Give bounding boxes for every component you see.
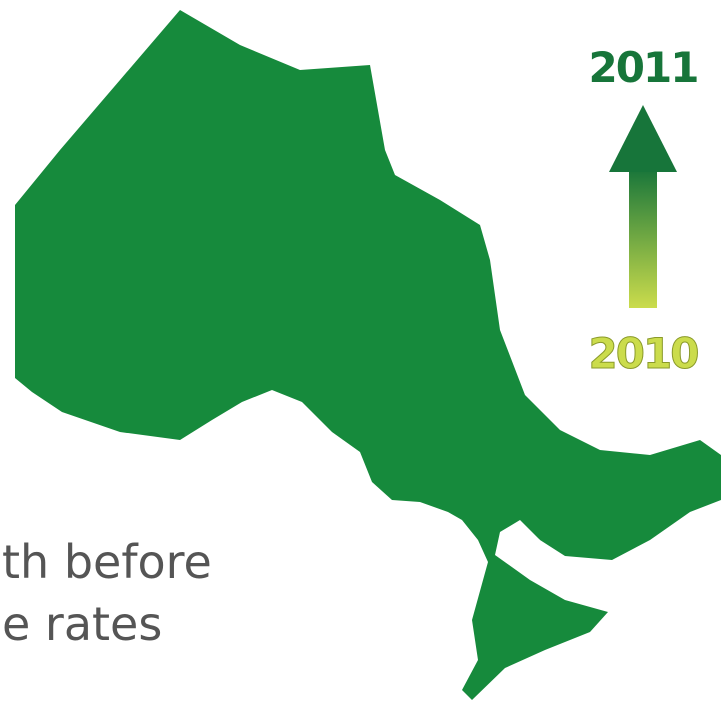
bottom-year-label: 2010 — [589, 329, 699, 378]
top-year-label: 2011 — [589, 43, 698, 92]
body-text-line: e rates — [2, 597, 162, 651]
body-text-line: th before — [2, 535, 212, 589]
arrow-shaft — [629, 168, 657, 308]
lake-simcoe — [505, 528, 540, 548]
ontario-map — [15, 10, 721, 700]
arrow-head — [609, 105, 677, 172]
